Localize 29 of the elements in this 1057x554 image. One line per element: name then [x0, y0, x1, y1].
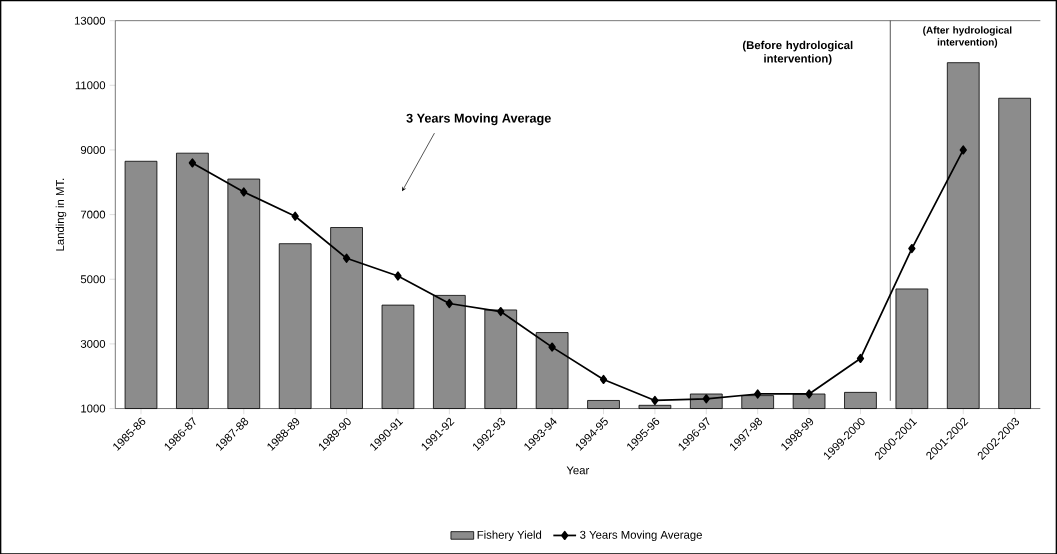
- y-tick-label: 1000: [81, 404, 106, 413]
- annotation: 3 Years Moving Average: [406, 113, 551, 125]
- annotation: (Before hydrological intervention): [742, 40, 853, 65]
- point: [445, 298, 454, 308]
- point: [342, 253, 351, 263]
- y-tick-label: 5000: [80, 275, 106, 284]
- point: [599, 374, 608, 384]
- point: [754, 389, 762, 399]
- y-tick-label: 7000: [80, 210, 106, 219]
- y-tick-label: 3000: [80, 339, 106, 348]
- point: [394, 271, 402, 281]
- y-tick-label: 13000: [74, 16, 106, 25]
- point: [856, 353, 865, 363]
- x-axis-title: Year: [566, 466, 590, 475]
- point: [651, 395, 659, 405]
- point: [188, 158, 197, 168]
- point: [959, 145, 967, 155]
- y-axis-title: Landing in MT.: [55, 178, 67, 251]
- point: [805, 389, 813, 399]
- point: [240, 187, 248, 197]
- point: [548, 342, 556, 352]
- y-tick-label: 9000: [80, 145, 106, 154]
- point: [497, 306, 505, 316]
- point: [291, 211, 299, 221]
- legend-label: Fishery Yield: [477, 530, 542, 541]
- y-tick-label: 11000: [75, 81, 106, 90]
- annotation: (After hydrological intervention): [923, 26, 1012, 48]
- legend-label: 3 Years Moving Average: [580, 530, 702, 541]
- point: [908, 243, 916, 253]
